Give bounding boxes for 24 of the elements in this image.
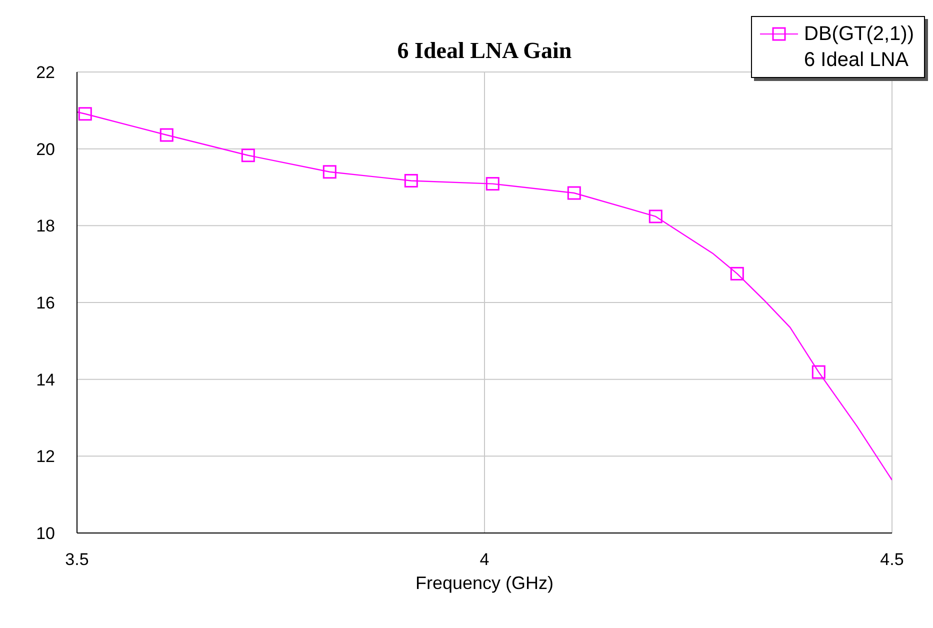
legend-label: DB(GT(2,1)) <box>804 22 914 47</box>
chart-title: 6 Ideal LNA Gain <box>397 38 572 63</box>
y-tick-label: 22 <box>36 63 55 82</box>
x-tick-label: 3.5 <box>65 550 89 570</box>
point <box>567 186 581 200</box>
point <box>404 174 418 188</box>
legend-title: 6 Ideal LNA <box>803 48 910 73</box>
point <box>730 266 744 280</box>
point <box>486 177 500 191</box>
point <box>241 148 255 162</box>
y-tick-label: 14 <box>36 370 55 390</box>
x-tick-label: 4 <box>480 550 490 570</box>
y-tick-label: 16 <box>36 294 55 313</box>
point <box>812 365 826 379</box>
point <box>322 165 336 179</box>
y-tick-label: 20 <box>36 140 55 159</box>
point <box>648 210 662 224</box>
x-tick-label: 4.5 <box>880 550 904 570</box>
y-tick-label: 10 <box>36 524 55 544</box>
x-axis-title: Frequency (GHz) <box>415 573 554 593</box>
y-tick-label: 18 <box>36 216 55 236</box>
point <box>78 107 92 121</box>
point <box>160 128 174 142</box>
y-tick-label: 12 <box>36 447 55 466</box>
